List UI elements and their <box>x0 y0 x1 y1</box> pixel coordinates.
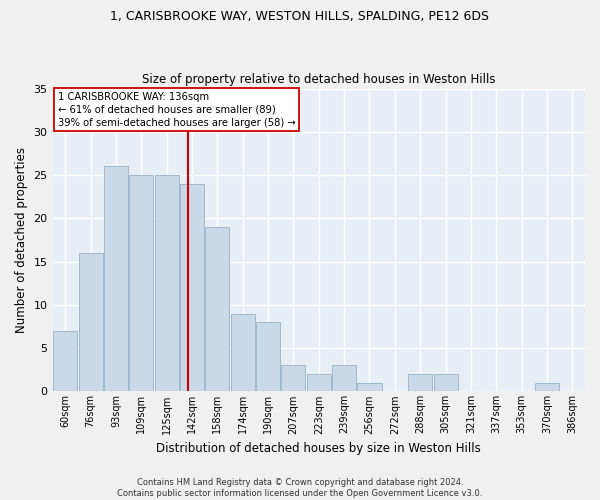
Bar <box>155 175 179 392</box>
Y-axis label: Number of detached properties: Number of detached properties <box>15 147 28 333</box>
X-axis label: Distribution of detached houses by size in Weston Hills: Distribution of detached houses by size … <box>157 442 481 455</box>
Bar <box>358 382 382 392</box>
Bar <box>408 374 432 392</box>
Bar <box>104 166 128 392</box>
Title: Size of property relative to detached houses in Weston Hills: Size of property relative to detached ho… <box>142 73 496 86</box>
Bar <box>332 366 356 392</box>
Bar <box>535 382 559 392</box>
Bar <box>79 253 103 392</box>
Bar <box>205 227 229 392</box>
Bar <box>230 314 255 392</box>
Bar <box>129 175 154 392</box>
Bar <box>281 366 305 392</box>
Text: Contains HM Land Registry data © Crown copyright and database right 2024.
Contai: Contains HM Land Registry data © Crown c… <box>118 478 482 498</box>
Bar <box>53 331 77 392</box>
Bar <box>256 322 280 392</box>
Text: 1 CARISBROOKE WAY: 136sqm
← 61% of detached houses are smaller (89)
39% of semi-: 1 CARISBROOKE WAY: 136sqm ← 61% of detac… <box>58 92 296 128</box>
Bar <box>307 374 331 392</box>
Bar <box>180 184 204 392</box>
Bar <box>434 374 458 392</box>
Text: 1, CARISBROOKE WAY, WESTON HILLS, SPALDING, PE12 6DS: 1, CARISBROOKE WAY, WESTON HILLS, SPALDI… <box>110 10 490 23</box>
